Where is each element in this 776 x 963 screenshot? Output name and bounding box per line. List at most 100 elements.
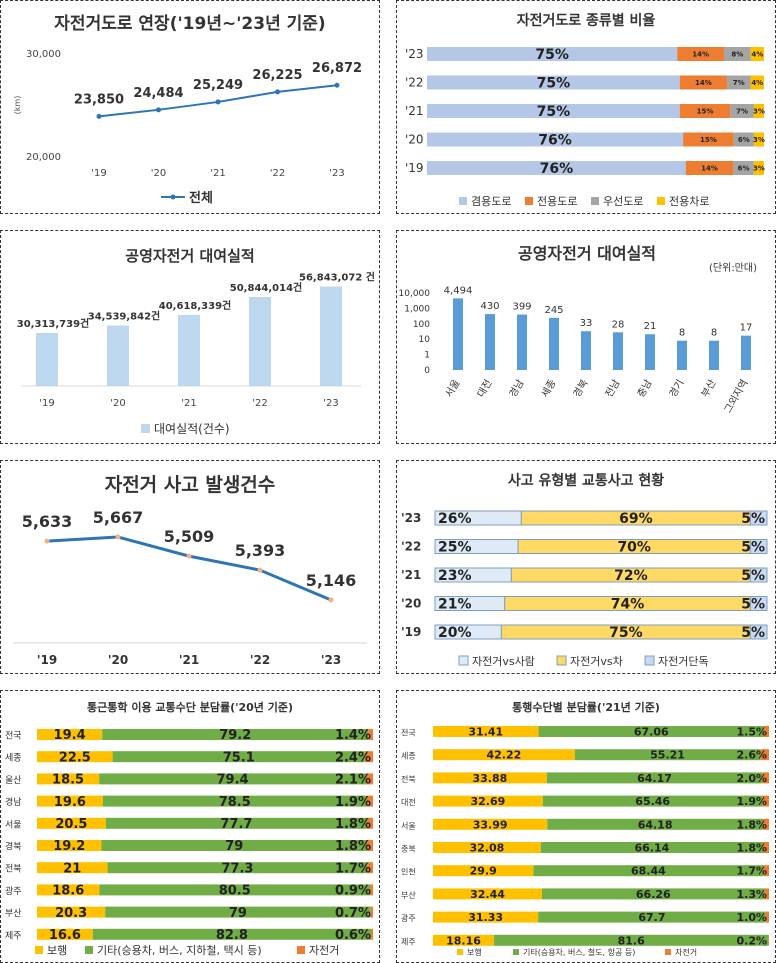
data-label: 5,146 [306,571,357,590]
data-label: 28 [612,319,625,330]
data-label: 20% [438,625,472,641]
legend-swatch [85,946,93,954]
category-label: '20 [405,133,424,147]
bar-segment [370,906,373,918]
accident-types-chart: 사고 유형별 교통사고 현황 '23 26% 69% 5% '22 25% 70% 5% '21… [401,472,768,668]
category-label: '19 [405,161,424,175]
data-label: 15% [697,108,714,116]
legend-label: 자전거단독 [658,655,709,668]
bar [107,325,129,386]
bar-segment [365,773,373,785]
data-point [186,553,192,559]
data-label: 2.1% [335,773,371,788]
bar-segment [749,624,768,640]
bar-segment [99,884,370,896]
data-label: 26,872 [312,61,362,76]
data-label: 5% [741,625,765,641]
road-type-ratio-chart: 자전거도로 종류별 비율 '23 75% 14% 8% 4% '22 75% 14% 7% 4% '… [405,12,765,208]
bar-segment [367,862,373,874]
data-label: 19.6 [54,795,86,810]
category-label: 세종 [401,752,416,761]
data-label: 64.17 [637,772,672,785]
x-tick-label: '22 [250,653,270,667]
bar-segment [427,75,680,90]
x-tick-label: '19 [37,653,57,667]
bar-segment [37,928,93,940]
x-tick-label: 경북 [570,377,590,399]
bar-segment [105,906,371,918]
category-label: 제주 [5,930,22,941]
public-bike-rentals-chart: 공영자전거 대여실적 30,313,739건 '19 34,539,842건 '20 4… [17,247,375,436]
data-label: 21 [63,861,81,876]
bar [36,332,58,386]
bar-segment [427,132,684,147]
chart-title: 공영자전거 대여실적 [518,244,656,263]
data-label: 5% [741,511,765,527]
y-tick-label: 1 [424,351,430,361]
data-label: 2.4% [335,750,371,765]
data-label: 75% [609,625,643,641]
y-axis-label: (km) [13,96,22,115]
bar-segment [547,818,763,830]
legend-label: 자전거vs차 [570,655,623,668]
data-point [334,82,340,88]
x-tick-label: '22 [270,168,285,179]
x-tick-label: '20 [151,168,166,179]
legend-swatch [591,197,599,205]
bar-segment [37,751,113,763]
bar-segment [37,906,106,918]
category-label: 경남 [5,796,22,808]
bar-segment [99,773,366,785]
legend-label: 기타(승용차, 버스, 철도, 항공 등) [523,947,635,957]
category-label: 제주 [401,937,416,946]
x-tick-label: '19 [39,398,54,409]
bar-segment [730,104,754,118]
commute-modal-share-chart: 통근통학 이용 교통수단 분담률('20년 기준) 전국 19.4 79.2 1.4%… [5,700,373,957]
bar-segment [677,47,724,61]
bar-segment [762,842,769,853]
data-label: 26,225 [252,68,302,83]
bar-segment [366,817,373,829]
category-label: 대전 [401,797,416,807]
data-label: 56,843,072 건 [299,271,375,284]
category-label: 전북 [5,864,22,875]
legend-label: 전용도로 [537,195,577,208]
data-label: 23% [438,568,472,584]
bar-segment [364,751,373,763]
data-label: 20.5 [55,817,87,832]
category-label: 세종 [5,753,22,764]
chart-title: 자전거 사고 발생건수 [105,474,276,496]
data-label: 6% [738,165,750,173]
data-label: 6% [738,136,750,144]
legend-swatch [513,949,519,955]
data-label: 32.44 [470,888,505,901]
data-label: 66.26 [636,888,671,901]
data-label: 16.6 [49,928,81,943]
data-label: 55.21 [650,749,685,762]
x-tick-label: '21 [179,653,199,667]
data-label: 30,313,739건 [17,317,89,330]
data-label: 80.5 [219,884,251,899]
panel-bike-accidents: 자전거 사고 발생건수 5,633 '19 5,667 '20 5,509 '21 5,39… [0,460,380,674]
legend-swatch [141,424,150,433]
legend-swatch [525,197,533,205]
data-label: 70% [617,540,651,556]
panel-public-bike-rentals: 공영자전거 대여실적 30,313,739건 '19 34,539,842건 '20 4… [0,230,380,444]
bar-segment [433,934,495,946]
bar-segment [749,510,768,526]
panel-road-length: 자전거도로 연장('19년~'23년 기준) 30,000 20,000 (km… [0,0,380,214]
data-label: 76% [538,133,572,149]
category-label: '22 [405,76,424,90]
data-label: 1.7% [736,865,767,878]
bar-segment [749,596,768,611]
data-label: 25,249 [193,78,243,93]
data-label: 18.5 [52,773,84,788]
bar-segment [762,772,769,784]
data-label: 18.16 [446,934,481,947]
data-label: 25% [438,540,472,556]
category-label: '19 [401,625,421,639]
bar-segment [541,888,765,900]
data-label: 75.1 [223,750,255,765]
data-label: 74% [611,597,645,613]
data-point [328,597,334,603]
